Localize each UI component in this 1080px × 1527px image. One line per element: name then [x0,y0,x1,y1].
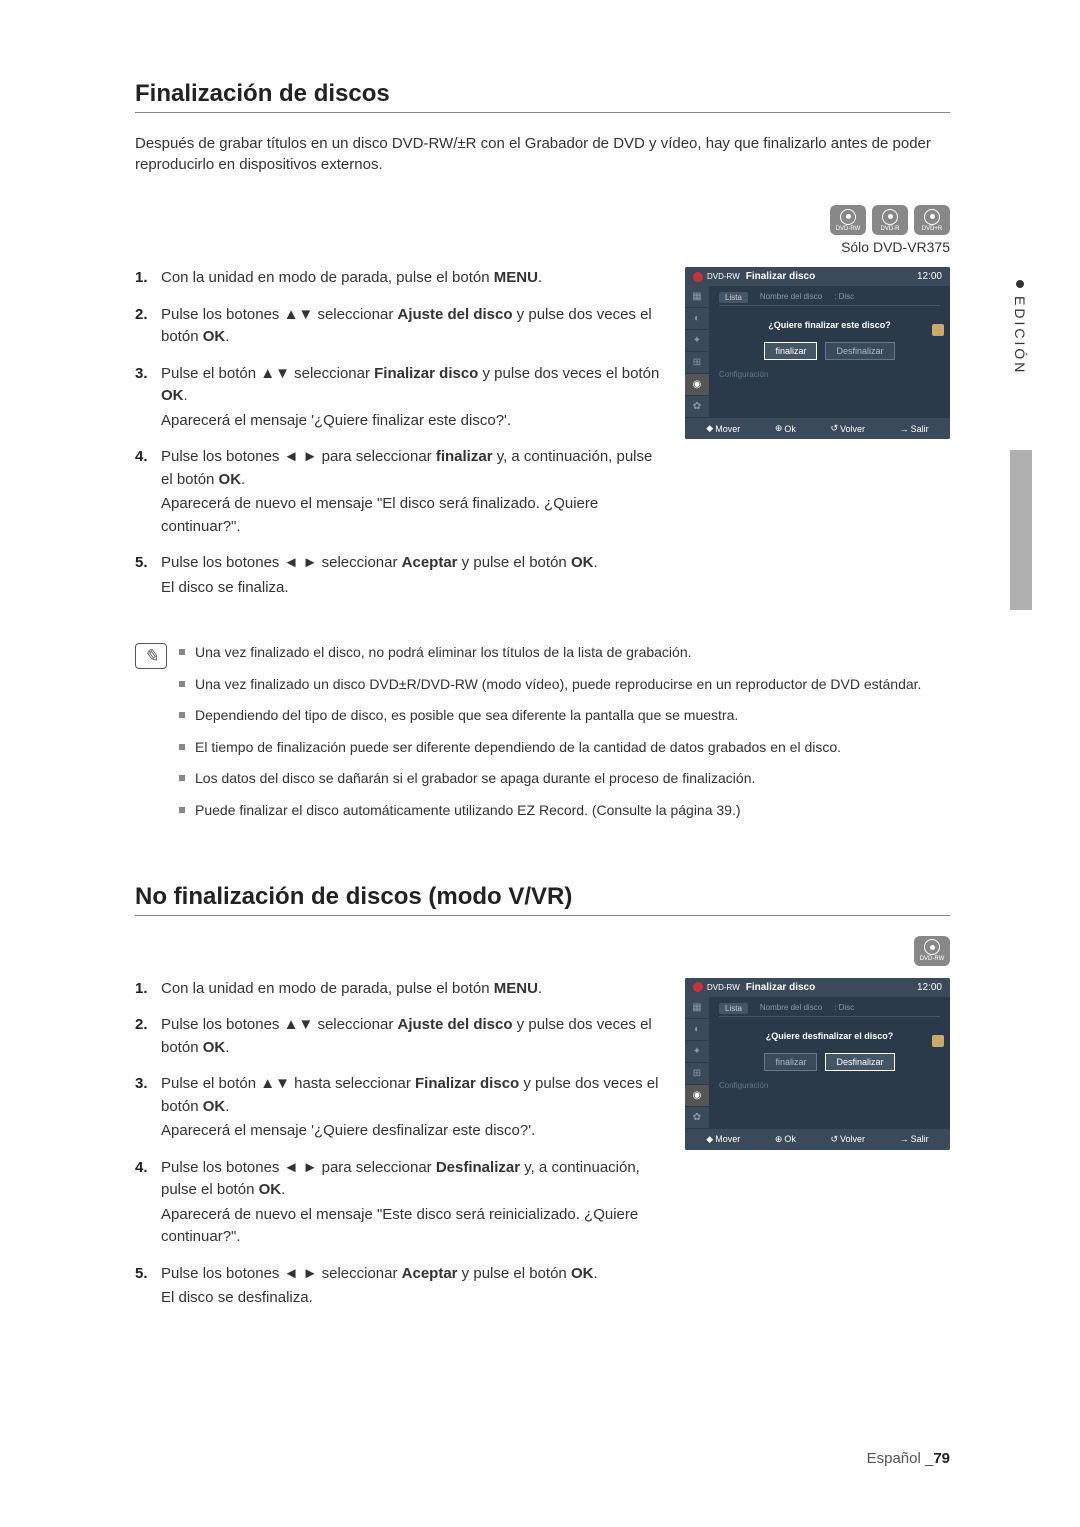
osd-sb-5: ◉ [685,374,709,396]
osd2-config: Configuración [719,1081,940,1090]
osd2-sidebar: ▦ ◐ ✦ ⊞ ◉ ✿ [685,997,709,1129]
footer-lang: Español _ [867,1450,934,1467]
section2-badges: DVD-RW [135,936,950,966]
step-item: Con la unidad en modo de parada, pulse e… [135,978,665,1001]
osd-foot-salir: Salir [911,424,929,434]
side-tab: EDICIÓN [1012,280,1028,375]
osd2-sb-5: ◉ [685,1085,709,1107]
osd-foot-mover: Mover [715,424,740,434]
osd-sb-3: ✦ [685,330,709,352]
osd2-foot-salir: Salir [911,1134,929,1144]
step-item: Pulse los botones ◄ ► seleccionar Acepta… [135,552,665,599]
section2-title: No finalización de discos (modo V/VR) [135,883,950,916]
osd-sb-2: ◐ [685,308,709,330]
osd2-row-value: : Disc [834,1003,854,1014]
osd2-sb-3: ✦ [685,1041,709,1063]
osd-config: Configuración [719,370,940,379]
osd2-dvd-tag: DVD-RW [707,983,740,992]
section1-steps: Con la unidad en modo de parada, pulse e… [135,267,665,613]
osd2-foot-ok: Ok [784,1134,796,1144]
note-item: Puede finalizar el disco automáticamente… [179,801,950,821]
section1-title: Finalización de discos [135,80,950,113]
step-item: Pulse el botón ▲▼ seleccionar Finalizar … [135,363,665,433]
notes-list: Una vez finalizado el disco, no podrá el… [179,643,950,833]
side-bar-shade [1010,450,1032,610]
osd-screenshot-1: DVD-RW Finalizar disco 12:00 ▦ ◐ ✦ ⊞ ◉ ✿… [685,267,950,439]
step-item: Pulse los botones ◄ ► seleccionar Acepta… [135,1263,665,1310]
note-item: Dependiendo del tipo de disco, es posibl… [179,706,950,726]
osd-sb-6: ✿ [685,396,709,418]
osd-foot-volver: Volver [840,424,865,434]
osd-lista: Lista [719,292,748,303]
step-item: Pulse los botones ◄ ► para seleccionar f… [135,446,665,538]
osd2-foot-volver: Volver [840,1134,865,1144]
osd2-time: 12:00 [917,982,942,993]
osd-footer: ◆ Mover ⊕ Ok ↺ Volver → Salir [685,418,950,439]
osd-question: ¿Quiere finalizar este disco? [719,320,940,330]
osd-sb-4: ⊞ [685,352,709,374]
note-icon: ✎ [135,643,167,669]
footer-page: 79 [933,1450,950,1467]
step-item: Pulse los botones ◄ ► para seleccionar D… [135,1157,665,1249]
osd2-sb-4: ⊞ [685,1063,709,1085]
osd-row-value: : Disc [834,292,854,303]
osd2-sb-2: ◐ [685,1019,709,1041]
step-item: Pulse los botones ▲▼ seleccionar Ajuste … [135,1014,665,1059]
osd-dvd-tag: DVD-RW [707,272,740,281]
step-item: Con la unidad en modo de parada, pulse e… [135,267,665,290]
side-tab-dot [1016,280,1024,288]
note-item: Los datos del disco se dañarán si el gra… [179,769,950,789]
section1-badges: DVD-RW DVD-R DVD+R [135,205,950,235]
badge-dvd-rw: DVD-RW [830,205,866,235]
osd-row-label: Nombre del disco [760,292,822,303]
osd-sidebar: ▦ ◐ ✦ ⊞ ◉ ✿ [685,286,709,418]
osd2-sb-6: ✿ [685,1107,709,1129]
osd2-lista: Lista [719,1003,748,1014]
osd2-row-label: Nombre del disco [760,1003,822,1014]
osd2-footer: ◆ Mover ⊕ Ok ↺ Volver → Salir [685,1129,950,1150]
osd-caret-icon [932,324,944,336]
osd2-btn-desfinalizar: Desfinalizar [825,1053,894,1071]
step-item: Pulse los botones ▲▼ seleccionar Ajuste … [135,304,665,349]
rec-icon [693,272,703,282]
rec-icon-2 [693,982,703,992]
osd2-title: Finalizar disco [746,982,917,993]
osd-btn-finalizar: finalizar [764,342,817,360]
osd2-question: ¿Quiere desfinalizar el disco? [719,1031,940,1041]
osd-screenshot-2: DVD-RW Finalizar disco 12:00 ▦ ◐ ✦ ⊞ ◉ ✿… [685,978,950,1150]
osd-sb-1: ▦ [685,286,709,308]
osd-time: 12:00 [917,271,942,282]
section1-intro: Después de grabar títulos en un disco DV… [135,133,950,175]
osd-foot-ok: Ok [784,424,796,434]
note-item: El tiempo de finalización puede ser dife… [179,738,950,758]
osd-btn-desfinalizar: Desfinalizar [825,342,894,360]
osd2-sb-1: ▦ [685,997,709,1019]
badge-dvd-plus-r: DVD+R [914,205,950,235]
note-item: Una vez finalizado el disco, no podrá el… [179,643,950,663]
badge-dvd-rw-2: DVD-RW [914,936,950,966]
solo-note: Sólo DVD-VR375 [135,239,950,255]
osd2-caret-icon [932,1035,944,1047]
step-item: Pulse el botón ▲▼ hasta seleccionar Fina… [135,1073,665,1143]
osd2-btn-finalizar: finalizar [764,1053,817,1071]
badge-dvd-r: DVD-R [872,205,908,235]
note-item: Una vez finalizado un disco DVD±R/DVD-RW… [179,675,950,695]
osd-title: Finalizar disco [746,271,917,282]
page-footer: Español _79 [867,1450,950,1467]
notes-block: ✎ Una vez finalizado el disco, no podrá … [135,643,950,833]
side-tab-label: EDICIÓN [1012,296,1028,375]
osd2-foot-mover: Mover [715,1134,740,1144]
section2-steps: Con la unidad en modo de parada, pulse e… [135,978,665,1324]
